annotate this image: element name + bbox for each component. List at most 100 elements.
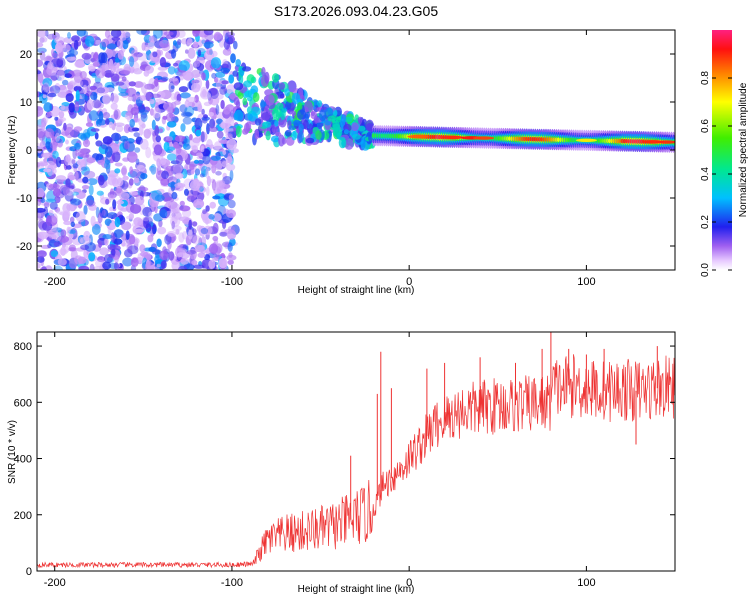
spectrogram-cell [148, 35, 154, 43]
spectrogram-cell [154, 77, 159, 87]
spectrogram-cell [279, 93, 285, 99]
spectrogram-cell [166, 153, 177, 161]
spectrogram-cell [98, 241, 102, 248]
spectrogram-cell [195, 129, 202, 137]
spectrogram-cell [95, 140, 103, 147]
spectrogram-cell [42, 93, 47, 99]
spectrogram-cell [210, 57, 222, 69]
spectrogram-cell [74, 255, 84, 265]
spectrogram-cell [82, 176, 89, 184]
spectrogram-cell [473, 136, 495, 140]
spectrogram-cell [38, 162, 48, 167]
spectrogram-cell [191, 82, 201, 93]
x-tick-label: -100 [221, 577, 243, 589]
spectrogram-cell [117, 177, 124, 187]
spectrogram-cell [154, 125, 160, 137]
spectrogram-cell [119, 192, 130, 201]
spectrogram-cell [60, 43, 71, 53]
spectrogram-cell [48, 183, 60, 189]
spectrogram-cell [114, 57, 120, 63]
spectrogram-cell [91, 99, 102, 109]
spectrogram-cell [175, 145, 182, 155]
spectrogram-cell [149, 108, 155, 116]
spectrogram-cell [79, 71, 87, 79]
spectrogram-cell [101, 38, 110, 48]
spectrogram-cell [113, 238, 123, 245]
spectrogram-cell [132, 228, 145, 233]
spectrogram-cell [351, 134, 361, 140]
spectrogram-cell [63, 210, 71, 218]
spectrogram-cell [164, 234, 172, 245]
spectrogram-cell [83, 205, 88, 215]
spectrogram-cell [226, 138, 237, 151]
spectrogram-cell [133, 177, 140, 184]
spectrogram-cell [121, 242, 131, 247]
spectrogram-cell [130, 203, 142, 214]
spectrogram-cell [86, 99, 94, 111]
spectrogram-cell [68, 102, 76, 113]
spectrogram-cell [222, 48, 232, 56]
spectrogram-cell [167, 230, 177, 237]
spectrogram-cell [219, 86, 228, 95]
spectrogram-cell [168, 251, 175, 261]
spectrogram-cell [50, 250, 58, 258]
chart-title: S173.2026.093.04.23.G05 [274, 3, 438, 19]
spectrogram-cell [176, 252, 185, 258]
spectrogram-cell [351, 122, 359, 132]
x-tick-label: -100 [221, 276, 243, 288]
spectrogram-cell [160, 260, 167, 269]
spectrogram-cell [126, 151, 138, 163]
spectrogram-cell [59, 184, 70, 195]
spectrogram-cell [133, 132, 140, 138]
spectrogram-cell [215, 171, 222, 176]
y-tick-label: 20 [20, 49, 32, 61]
spectrogram-cell [113, 110, 119, 120]
spectrogram-cell [125, 230, 130, 240]
spectrogram-cell [54, 83, 61, 91]
spectrogram-cell [224, 228, 235, 234]
spectrogram-cell [296, 98, 304, 104]
spectrogram-cell [171, 48, 177, 59]
spectrogram-cell [96, 190, 104, 196]
spectrogram-cell [291, 130, 297, 141]
spectrogram-cell [327, 115, 336, 122]
spectrogram-cell [159, 250, 169, 261]
spectrogram-cell [52, 188, 61, 197]
spectrogram-cell [60, 246, 66, 256]
spectrogram-cell [261, 66, 266, 77]
spectrogram-cell [213, 251, 221, 261]
spectrogram-cell [172, 62, 179, 67]
spectrogram-cell [274, 120, 279, 127]
spectrogram-cell [121, 76, 127, 82]
spectrogram-cell [221, 80, 229, 85]
spectrogram-cell [115, 200, 125, 205]
spectrogram-cell [88, 252, 96, 262]
spectrogram-cell [193, 198, 205, 209]
spectrogram-cell [83, 30, 88, 37]
spectrogram-cell [191, 79, 196, 85]
spectrogram-cell [102, 136, 113, 145]
spectrogram-cell [85, 122, 94, 127]
spectrogram-cell [138, 109, 149, 115]
spectrogram-cell [49, 85, 61, 94]
spectrogram-cell [143, 128, 152, 139]
spectrogram-cell [92, 53, 99, 62]
spectrogram-cell [117, 49, 124, 60]
spectrogram-cell [278, 134, 285, 147]
spectrogram-cell [44, 128, 55, 139]
spectrogram-cell [131, 49, 138, 57]
colorbar-label: Normalized spectral amplitude [738, 82, 749, 217]
spectrogram-cell [205, 248, 210, 255]
spectrogram-cell [254, 118, 262, 126]
spectrogram-cell [142, 217, 150, 222]
spectrogram-cell [66, 204, 78, 210]
spectrogram-cell [56, 69, 65, 82]
spectrogram-cell [118, 92, 129, 97]
spectrogram-cell [180, 123, 186, 132]
spectrogram-cell [171, 220, 175, 230]
spectrogram-cell [317, 100, 323, 108]
spectrogram-cell [292, 120, 302, 127]
spectrogram-cell [203, 225, 213, 236]
spectrogram-cell [74, 79, 84, 87]
spectrogram-cell [197, 160, 205, 164]
